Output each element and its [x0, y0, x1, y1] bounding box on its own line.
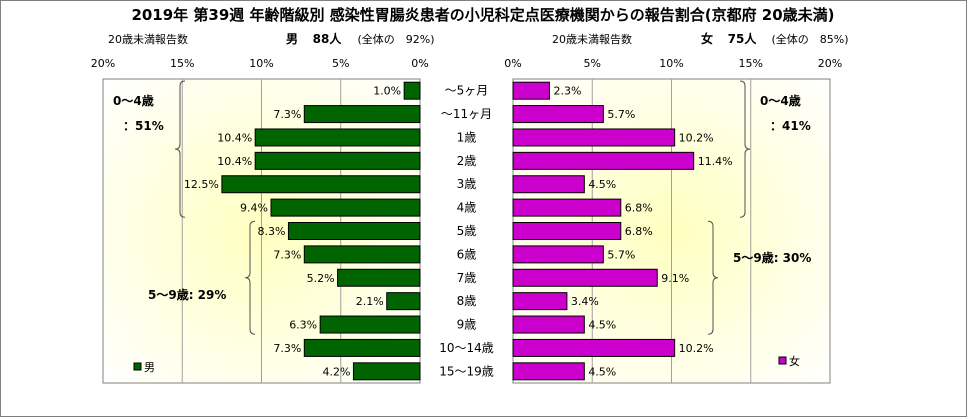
left-header-sex: 男 — [286, 32, 298, 46]
age-category-label: 9歳 — [457, 318, 477, 332]
right-tick-label: 0% — [504, 57, 521, 70]
left-tick-label: 15% — [170, 57, 194, 70]
male-value-label: 5.2% — [307, 272, 335, 285]
right-header-count: 75人 — [728, 31, 758, 46]
female-bar — [512, 81, 550, 100]
male-value-label: 6.3% — [289, 319, 317, 332]
male-bar — [386, 292, 421, 311]
age-category-label: ～11ヶ月 — [441, 107, 492, 121]
male-bar — [303, 105, 421, 124]
female-value-label: 9.1% — [661, 272, 689, 285]
male-annotation-0-4-line1: 0～4歳 — [113, 93, 154, 108]
left-tick-label: 20% — [91, 57, 115, 70]
female-value-label: 6.8% — [625, 202, 653, 215]
male-annotation-5-9: 5～9歳: 29% — [148, 287, 226, 302]
age-category-label: 1歳 — [457, 130, 477, 144]
left-header-share: (全体の 92%) — [357, 32, 434, 46]
right-tick-label: 10% — [659, 57, 683, 70]
male-bar — [303, 338, 421, 357]
male-value-label: 7.3% — [273, 342, 301, 355]
age-category-label: 5歳 — [457, 224, 477, 238]
male-bar — [287, 222, 421, 240]
female-bar — [512, 105, 604, 124]
age-category-label: 2歳 — [457, 154, 477, 168]
age-category-label: ～5ヶ月 — [445, 84, 489, 98]
male-annotation-0-4-line2: ：51% — [123, 119, 164, 133]
right-header-sex: 女 — [701, 31, 713, 46]
male-legend-swatch — [133, 362, 142, 371]
female-bar — [512, 198, 622, 217]
male-bar — [254, 128, 421, 147]
female-value-label: 6.8% — [625, 225, 653, 238]
male-value-label: 9.4% — [240, 202, 268, 215]
age-category-label: 6歳 — [457, 247, 477, 261]
right-tick-label: 5% — [584, 57, 601, 70]
male-value-label: 8.3% — [257, 225, 285, 238]
female-brace-5-9 — [707, 220, 719, 335]
male-bar — [254, 151, 421, 170]
left-tick-label: 10% — [249, 57, 273, 70]
age-category-label: 15～19歳 — [439, 364, 494, 378]
female-bar — [512, 362, 585, 381]
female-annotation-0-4-line1: 0～4歳 — [760, 93, 801, 108]
female-value-label: 10.2% — [679, 131, 714, 144]
male-value-label: 10.4% — [217, 155, 252, 168]
female-value-label: 3.4% — [571, 295, 599, 308]
female-legend-label: 女 — [789, 354, 800, 368]
female-value-label: 5.7% — [607, 108, 635, 121]
female-bar — [512, 315, 585, 334]
right-tick-label: 20% — [818, 57, 842, 70]
male-value-label: 10.4% — [217, 131, 252, 144]
left-header-label: 20歳未満報告数 — [108, 33, 188, 46]
female-value-label: 11.4% — [698, 155, 733, 168]
female-bar — [512, 128, 676, 147]
male-bar — [337, 268, 421, 287]
female-legend-swatch — [778, 356, 787, 365]
female-brace-0-4 — [739, 80, 751, 218]
male-value-label: 7.3% — [273, 248, 301, 261]
female-bar — [512, 268, 658, 287]
female-bar — [512, 222, 622, 240]
chart-title: 2019年 第39週 年齢階級別 感染性胃腸炎患者の小児科定点医療機関からの報告… — [131, 6, 834, 24]
left-tick-label: 5% — [332, 57, 349, 70]
female-value-label: 4.5% — [588, 178, 616, 191]
female-value-label: 4.5% — [588, 365, 616, 378]
female-annotation-0-4-line2: ：41% — [770, 119, 811, 133]
male-bar — [319, 315, 421, 334]
right-header-share: (全体の 85%) — [771, 32, 848, 46]
right-tick-label: 15% — [739, 57, 763, 70]
left-header-count: 88人 — [313, 31, 343, 46]
female-bar — [512, 292, 568, 311]
male-bar — [403, 81, 421, 100]
right-header-label: 20歳未満報告数 — [552, 33, 632, 46]
female-value-label: 2.3% — [553, 85, 581, 98]
female-value-label: 5.7% — [607, 248, 635, 261]
female-bar — [512, 151, 695, 170]
age-category-label: 3歳 — [457, 177, 477, 191]
left-tick-label: 0% — [411, 57, 428, 70]
age-category-label: 8歳 — [457, 294, 477, 308]
male-brace-0-4 — [174, 80, 186, 218]
male-bar — [270, 198, 421, 217]
male-value-label: 12.5% — [184, 178, 219, 191]
female-bar — [512, 175, 585, 194]
age-category-label: 4歳 — [457, 201, 477, 215]
female-bar — [512, 338, 676, 357]
age-category-label: 10～14歳 — [439, 341, 494, 355]
male-value-label: 4.2% — [322, 365, 350, 378]
age-category-label: 7歳 — [457, 271, 477, 285]
male-legend-label: 男 — [144, 361, 155, 374]
female-annotation-5-9: 5～9歳: 30% — [733, 250, 811, 265]
female-value-label: 4.5% — [588, 319, 616, 332]
male-brace-5-9 — [244, 220, 256, 335]
male-bar — [352, 362, 421, 381]
male-bar — [221, 175, 421, 194]
male-value-label: 7.3% — [273, 108, 301, 121]
male-value-label: 2.1% — [356, 295, 384, 308]
male-bar — [303, 245, 421, 264]
male-value-label: 1.0% — [373, 85, 401, 98]
female-bar — [512, 245, 604, 264]
female-value-label: 10.2% — [679, 342, 714, 355]
